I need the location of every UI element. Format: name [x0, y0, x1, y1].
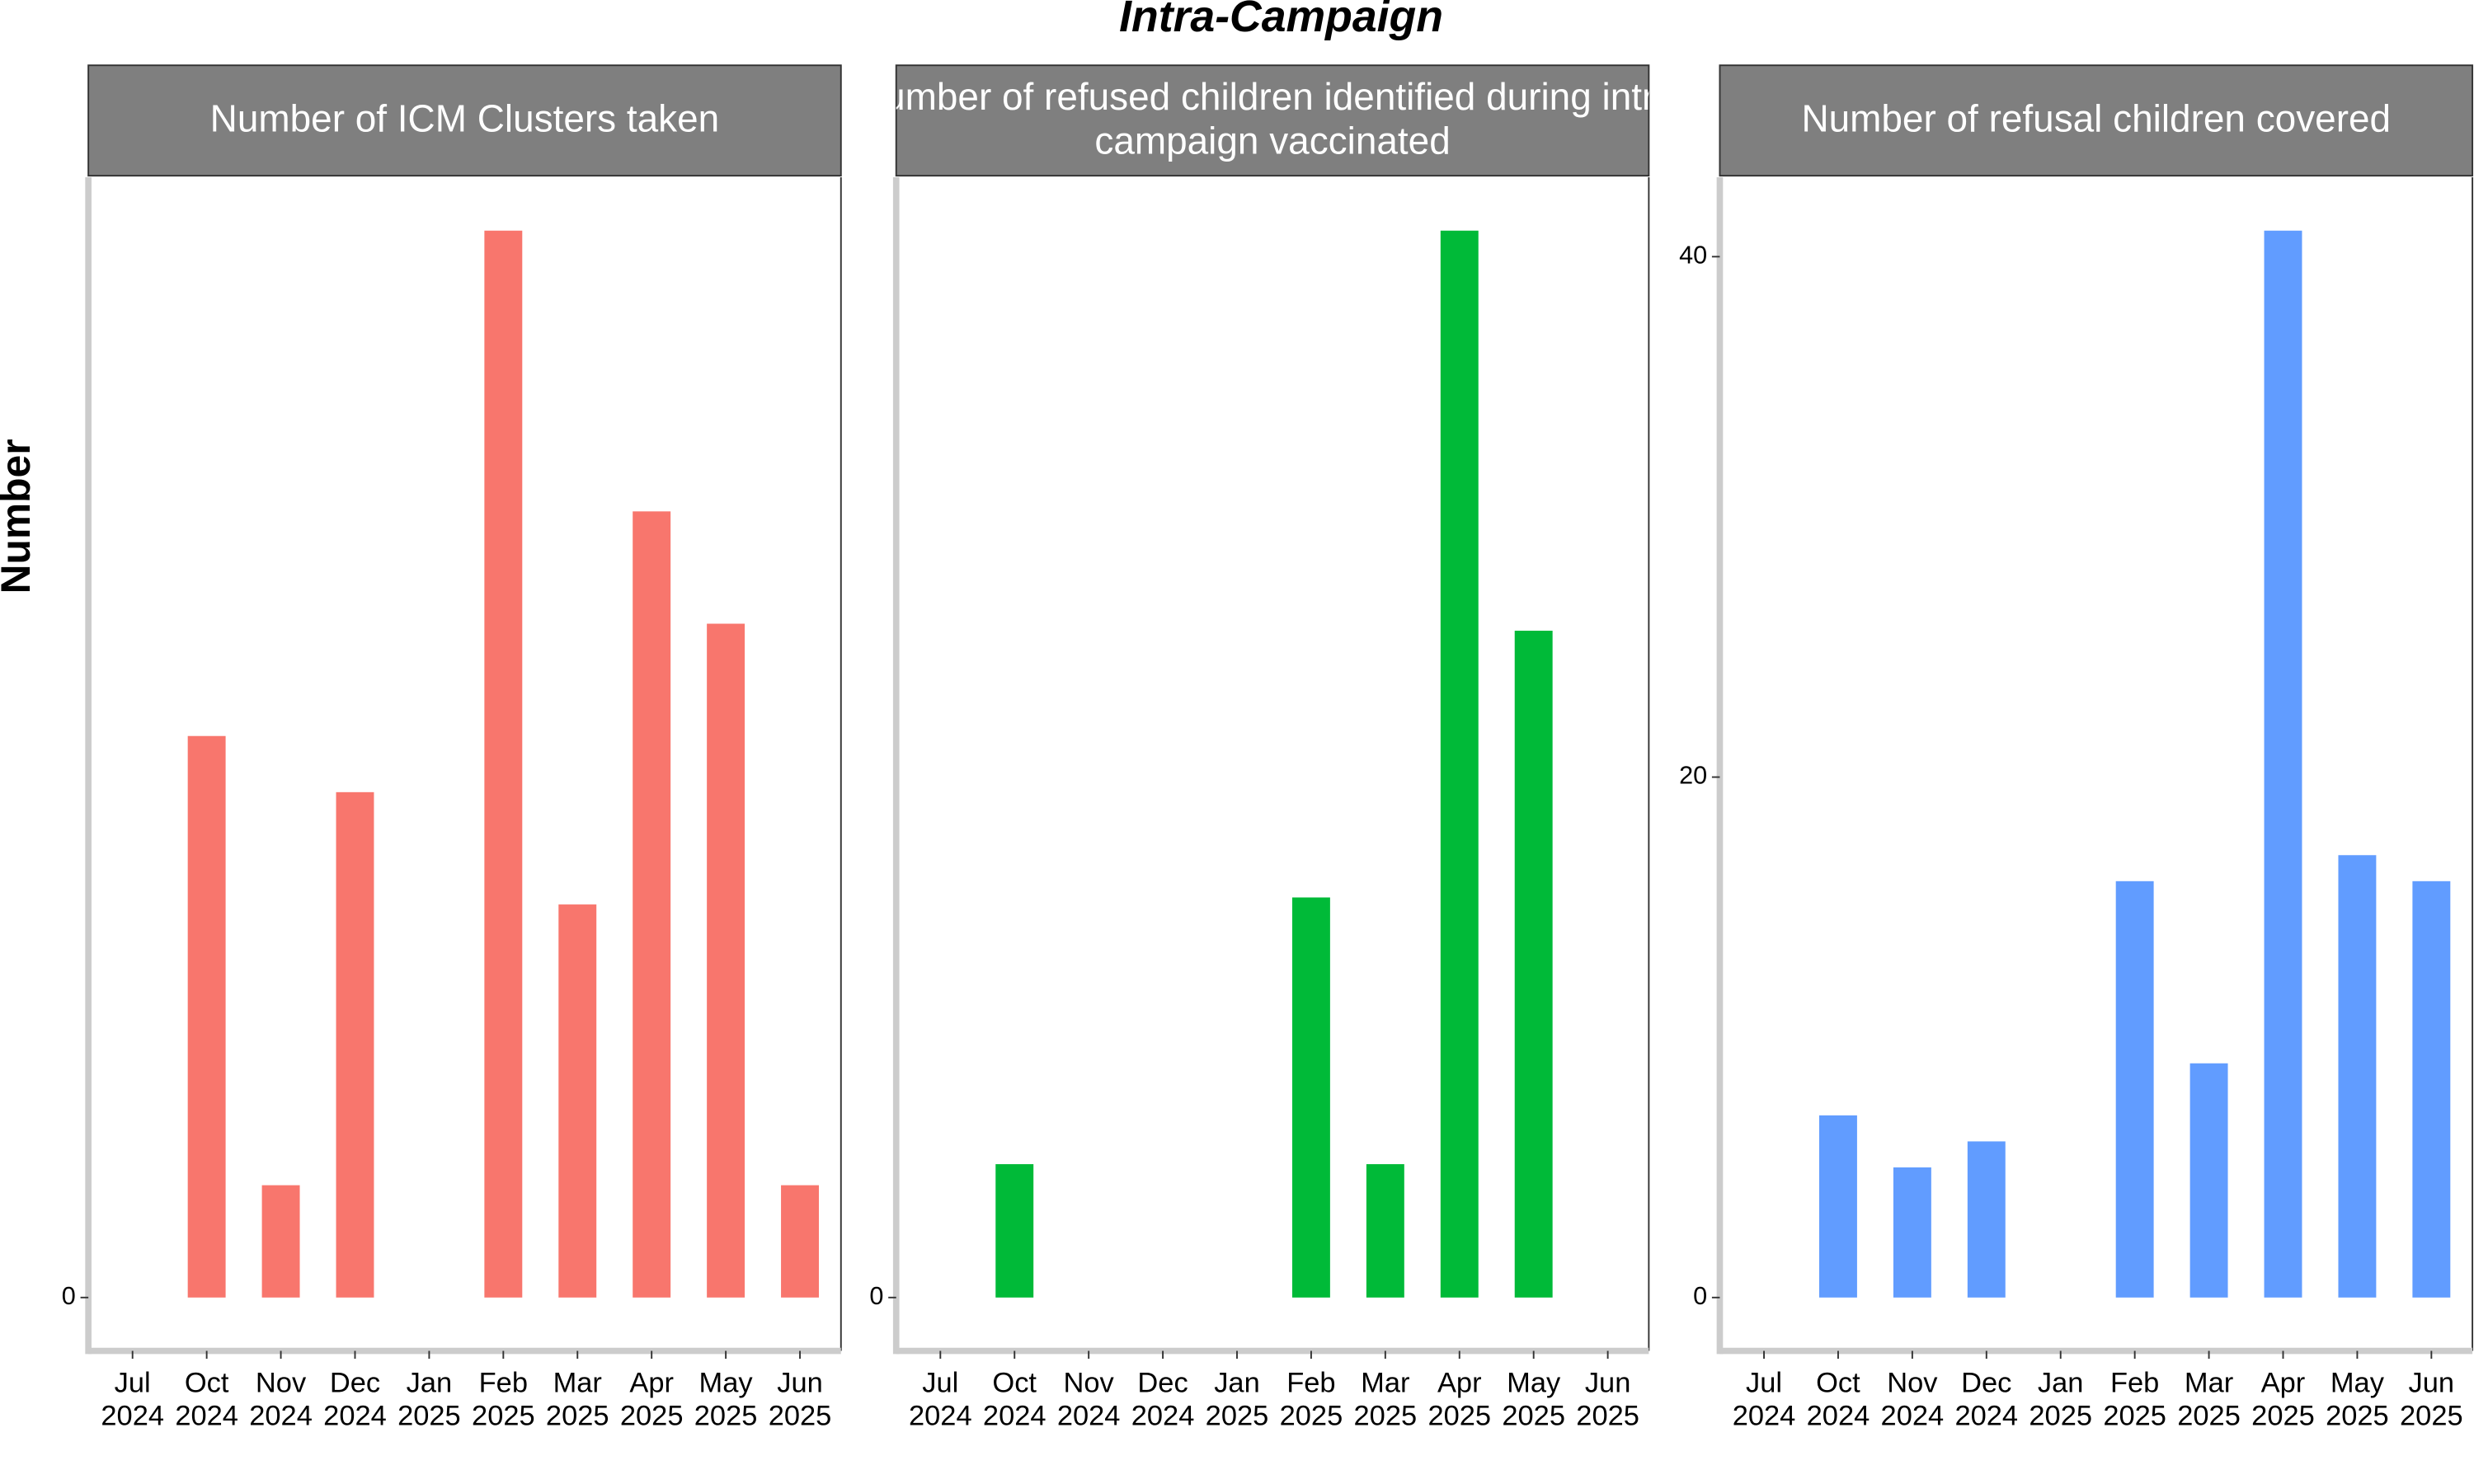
x-tick-label: Jun 2025: [768, 1366, 832, 1432]
bar: [2115, 881, 2154, 1298]
strip: Number of refusal children covered: [1801, 98, 2392, 142]
x-tick-label: Jun 2025: [1576, 1366, 1639, 1432]
bar: [1366, 1164, 1404, 1298]
x-tick-label-box: Dec 2024: [323, 1366, 387, 1432]
x-tick-label-box: Nov 2024: [1056, 1366, 1121, 1432]
x-tick-label: Nov 2024: [1056, 1366, 1121, 1432]
strip-background: [895, 64, 1650, 177]
bar: [995, 1164, 1034, 1298]
x-tick-label-box: Nov 2024: [249, 1366, 313, 1432]
x-tick-label: Apr 2025: [2251, 1366, 2315, 1432]
chart-title: Intra-Campaign: [1119, 0, 1443, 41]
strip-background: [1719, 64, 2474, 177]
panel-title: Number of refused children identified du…: [896, 76, 1649, 163]
x-tick-label: Jun 2025: [2400, 1366, 2463, 1432]
y-tick-label: 40: [1679, 241, 1707, 269]
x-tick-label-box: Oct 2024: [1806, 1366, 1870, 1432]
x-tick-label: Mar 2025: [1353, 1366, 1418, 1432]
x-tick-label-box: Apr 2025: [619, 1366, 684, 1432]
panel-title: Number of ICM Clusters taken: [209, 98, 720, 142]
bar: [558, 904, 597, 1298]
x-tick-label-box: Feb 2025: [472, 1366, 535, 1432]
x-tick-label: Jul 2024: [101, 1366, 165, 1432]
y-tick-label: 20: [1679, 762, 1707, 790]
x-tick-label: Dec 2024: [1131, 1366, 1195, 1432]
x-tick-label: Apr 2025: [1427, 1366, 1492, 1432]
x-tick-label-box: May 2025: [694, 1366, 758, 1432]
bar: [633, 511, 671, 1298]
bar: [261, 1185, 300, 1298]
strip: Number of ICM Clusters taken: [209, 98, 720, 142]
x-tick-label: Mar 2025: [545, 1366, 609, 1432]
y-tick-label: 0: [62, 1282, 76, 1310]
x-tick-label-box: Dec 2024: [1954, 1366, 2019, 1432]
bar: [781, 1185, 819, 1298]
bar: [2338, 855, 2377, 1298]
x-tick-label-box: May 2025: [1502, 1366, 1565, 1432]
bar: [1967, 1141, 2006, 1298]
x-tick-label: May 2025: [1502, 1366, 1565, 1432]
x-tick-label-box: Dec 2024: [1131, 1366, 1195, 1432]
x-tick-label: Oct 2024: [1806, 1366, 1870, 1432]
x-tick-label: Jan 2025: [2029, 1366, 2093, 1432]
x-tick-label-box: Jun 2025: [768, 1366, 832, 1432]
bar: [336, 791, 374, 1298]
x-tick-label-box: Jul 2024: [101, 1366, 165, 1432]
bar: [1291, 897, 1330, 1298]
x-tick-label: Oct 2024: [982, 1366, 1047, 1432]
x-tick-label: Jan 2025: [1205, 1366, 1269, 1432]
bar: [2264, 230, 2302, 1298]
x-tick-label: Feb 2025: [1279, 1366, 1343, 1432]
y-axis-label: Number: [0, 439, 39, 594]
x-tick-label-box: Apr 2025: [1427, 1366, 1492, 1432]
x-tick-label: Jul 2024: [1732, 1366, 1796, 1432]
bar: [2189, 1063, 2228, 1298]
x-tick-label-box: Jan 2025: [397, 1366, 461, 1432]
x-tick-label-box: Mar 2025: [545, 1366, 609, 1432]
x-tick-label-box: Feb 2025: [2103, 1366, 2166, 1432]
x-tick-label-box: Oct 2024: [982, 1366, 1047, 1432]
x-tick-label: Oct 2024: [175, 1366, 238, 1432]
x-tick-label-box: Feb 2025: [1279, 1366, 1343, 1432]
bar: [2412, 881, 2451, 1298]
x-tick-label-box: Jan 2025: [1205, 1366, 1269, 1432]
x-tick-label: May 2025: [2326, 1366, 2389, 1432]
x-tick-label: Nov 2024: [1880, 1366, 1945, 1432]
bar: [1440, 230, 1479, 1298]
bar: [187, 735, 226, 1298]
x-tick-label-box: Apr 2025: [2251, 1366, 2315, 1432]
x-tick-label-box: May 2025: [2326, 1366, 2389, 1432]
x-tick-label: Feb 2025: [2103, 1366, 2166, 1432]
x-tick-label-box: Jul 2024: [908, 1366, 972, 1432]
strip: Number of refused children identified du…: [896, 76, 1649, 163]
x-tick-label: May 2025: [694, 1366, 758, 1432]
x-tick-label-box: Mar 2025: [1353, 1366, 1418, 1432]
x-tick-label: Feb 2025: [472, 1366, 535, 1432]
x-tick-label-box: Oct 2024: [175, 1366, 238, 1432]
x-tick-label-box: Jun 2025: [2400, 1366, 2463, 1432]
x-tick-label: Jan 2025: [397, 1366, 461, 1432]
x-tick-label: Mar 2025: [2177, 1366, 2241, 1432]
bar: [1893, 1167, 1931, 1298]
x-tick-label-box: Jan 2025: [2029, 1366, 2093, 1432]
y-tick-label: 0: [1693, 1282, 1707, 1310]
x-tick-label: Nov 2024: [249, 1366, 313, 1432]
bar: [484, 230, 523, 1298]
x-tick-label-box: Nov 2024: [1880, 1366, 1945, 1432]
y-tick-label: 0: [869, 1282, 883, 1310]
panel-title: Number of refusal children covered: [1801, 98, 2392, 142]
bar: [1514, 631, 1553, 1298]
x-tick-label-box: Mar 2025: [2177, 1366, 2241, 1432]
strip-background: [87, 64, 842, 177]
x-tick-label: Dec 2024: [1954, 1366, 2019, 1432]
x-tick-label-box: Jul 2024: [1732, 1366, 1796, 1432]
bar: [1818, 1115, 1857, 1298]
x-tick-label: Apr 2025: [619, 1366, 684, 1432]
bar: [707, 623, 745, 1298]
x-tick-label: Jul 2024: [908, 1366, 972, 1432]
x-tick-label-box: Jun 2025: [1576, 1366, 1639, 1432]
x-tick-label: Dec 2024: [323, 1366, 387, 1432]
